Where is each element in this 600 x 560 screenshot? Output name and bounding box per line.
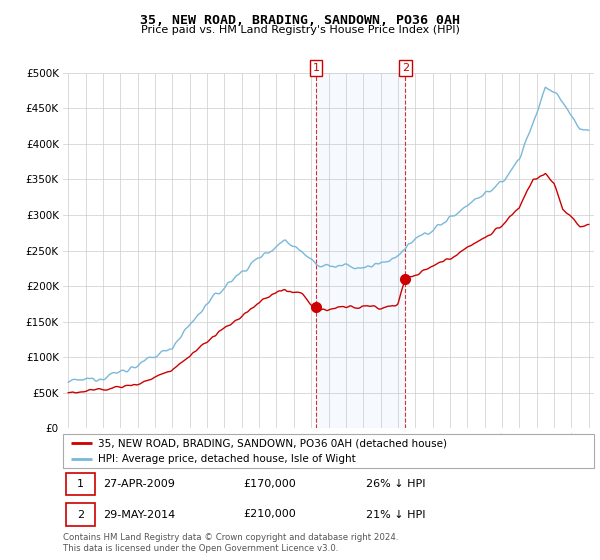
Text: 35, NEW ROAD, BRADING, SANDOWN, PO36 0AH (detached house): 35, NEW ROAD, BRADING, SANDOWN, PO36 0AH… (98, 438, 446, 448)
Text: 27-APR-2009: 27-APR-2009 (103, 479, 175, 489)
Text: 2: 2 (401, 63, 409, 73)
FancyBboxPatch shape (63, 434, 594, 468)
FancyBboxPatch shape (65, 503, 95, 526)
Text: 1: 1 (313, 63, 320, 73)
Text: 1: 1 (77, 479, 84, 489)
Text: 29-MAY-2014: 29-MAY-2014 (103, 510, 175, 520)
Text: 2: 2 (77, 510, 84, 520)
Text: 21% ↓ HPI: 21% ↓ HPI (365, 510, 425, 520)
Bar (316, 73, 405, 428)
FancyBboxPatch shape (65, 473, 95, 495)
Text: Price paid vs. HM Land Registry's House Price Index (HPI): Price paid vs. HM Land Registry's House … (140, 25, 460, 35)
Text: HPI: Average price, detached house, Isle of Wight: HPI: Average price, detached house, Isle… (98, 454, 355, 464)
Text: £210,000: £210,000 (244, 510, 296, 520)
Text: Contains HM Land Registry data © Crown copyright and database right 2024.
This d: Contains HM Land Registry data © Crown c… (63, 533, 398, 553)
Text: £170,000: £170,000 (244, 479, 296, 489)
Text: 26% ↓ HPI: 26% ↓ HPI (365, 479, 425, 489)
Text: 35, NEW ROAD, BRADING, SANDOWN, PO36 0AH: 35, NEW ROAD, BRADING, SANDOWN, PO36 0AH (140, 14, 460, 27)
